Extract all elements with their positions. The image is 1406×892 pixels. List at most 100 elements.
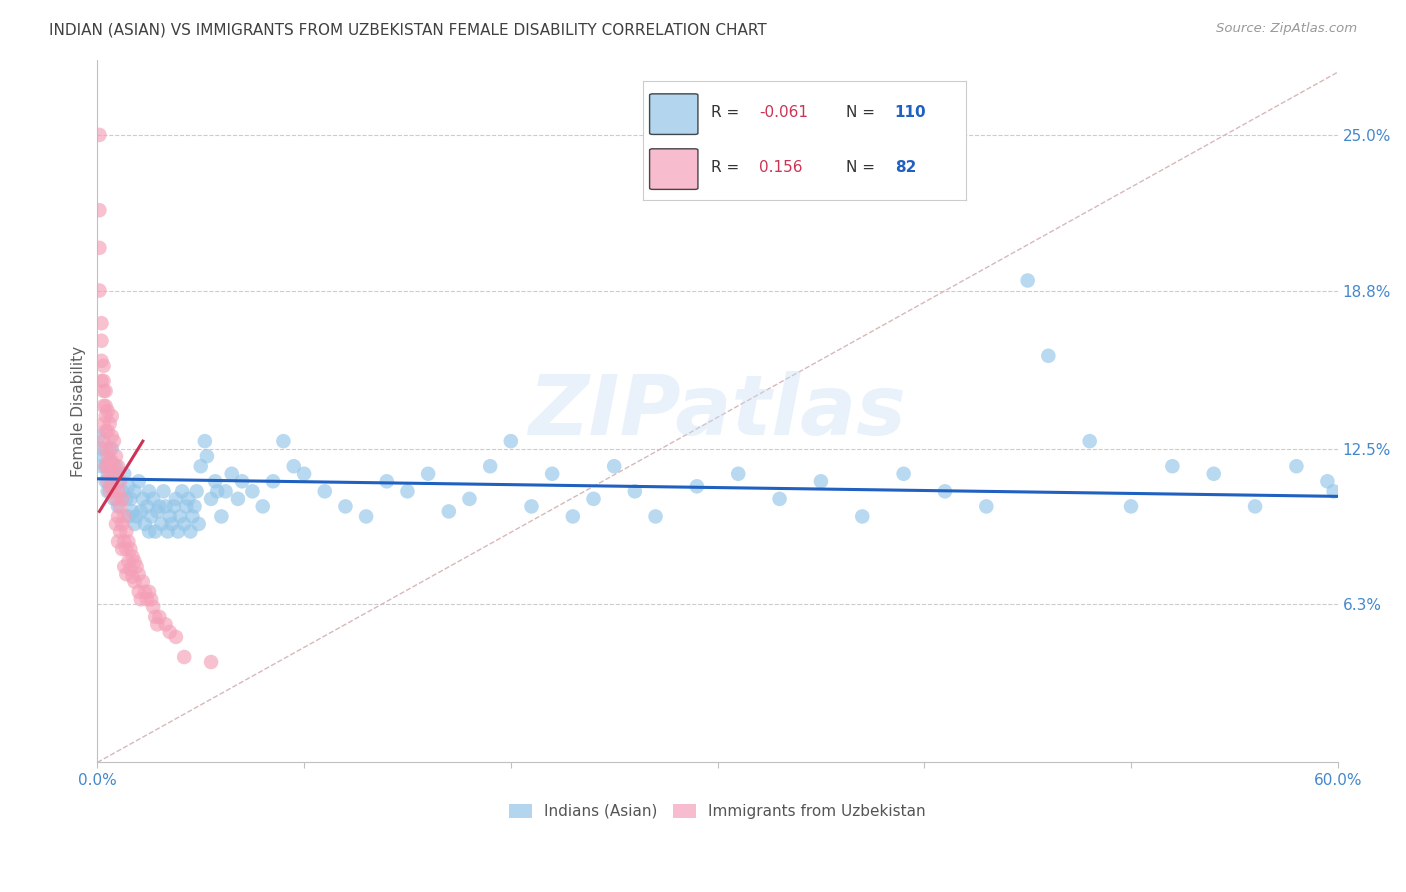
Point [98, 442, 121, 456]
Point [115, 542, 138, 557]
Point [104, 467, 127, 481]
Point [120, 562, 142, 576]
Point [98, 417, 121, 431]
Point [111, 516, 134, 531]
Point [89, 241, 111, 255]
Point [418, 467, 440, 481]
Point [159, 624, 181, 639]
Point [121, 549, 143, 564]
Point [108, 475, 131, 489]
Point [458, 491, 481, 506]
Point [94, 459, 117, 474]
Point [111, 542, 134, 557]
Point [172, 484, 194, 499]
Point [146, 504, 169, 518]
Point [603, 459, 626, 474]
Point [103, 459, 125, 474]
Point [139, 509, 162, 524]
Point [98, 467, 121, 481]
Point [132, 574, 155, 589]
Point [204, 475, 226, 489]
Point [148, 500, 170, 514]
Point [167, 524, 190, 539]
Point [1038, 349, 1060, 363]
Point [200, 491, 222, 506]
Point [120, 491, 142, 506]
Point [132, 491, 155, 506]
Point [93, 359, 115, 373]
Point [120, 542, 142, 557]
Point [1202, 467, 1225, 481]
Point [129, 592, 152, 607]
Point [97, 404, 120, 418]
Point [107, 459, 129, 474]
Point [173, 650, 195, 665]
Point [94, 459, 117, 474]
Point [89, 429, 111, 443]
Point [150, 516, 173, 531]
Point [90, 442, 112, 456]
Point [155, 617, 177, 632]
Point [335, 500, 357, 514]
Point [94, 399, 117, 413]
Point [262, 475, 284, 489]
Point [624, 484, 647, 499]
Point [976, 500, 998, 514]
Point [117, 534, 139, 549]
Point [112, 534, 135, 549]
Point [207, 484, 229, 499]
Point [768, 491, 790, 506]
Point [90, 316, 112, 330]
Point [181, 509, 204, 524]
Point [121, 570, 143, 584]
Point [136, 592, 159, 607]
Point [112, 467, 135, 481]
Point [124, 574, 146, 589]
Point [173, 516, 195, 531]
Point [104, 449, 127, 463]
Point [90, 334, 112, 348]
Point [108, 500, 131, 514]
Point [186, 484, 208, 499]
Point [101, 454, 124, 468]
Point [152, 484, 174, 499]
Point [396, 484, 419, 499]
Point [148, 610, 170, 624]
Point [128, 475, 150, 489]
Point [93, 417, 115, 431]
Point [104, 491, 127, 506]
Point [103, 434, 125, 449]
Point [214, 484, 236, 499]
Point [165, 491, 187, 506]
Point [174, 500, 197, 514]
Point [810, 475, 832, 489]
Point [727, 467, 749, 481]
Point [90, 459, 112, 474]
Point [146, 617, 169, 632]
Point [200, 655, 222, 669]
Point [89, 203, 111, 218]
Point [124, 516, 146, 531]
Point [101, 479, 124, 493]
Point [143, 610, 166, 624]
Point [97, 467, 120, 481]
Point [128, 567, 150, 582]
Point [101, 409, 124, 423]
Point [851, 509, 873, 524]
Point [142, 491, 165, 506]
Point [108, 524, 131, 539]
Point [1017, 273, 1039, 287]
Text: Source: ZipAtlas.com: Source: ZipAtlas.com [1216, 22, 1357, 36]
Point [117, 509, 139, 524]
Point [226, 491, 249, 506]
Point [98, 454, 121, 468]
Point [98, 479, 121, 493]
Point [1316, 475, 1339, 489]
Point [143, 524, 166, 539]
Point [101, 429, 124, 443]
Point [159, 509, 181, 524]
Point [142, 599, 165, 614]
Point [1244, 500, 1267, 514]
Point [98, 454, 121, 468]
Point [124, 484, 146, 499]
